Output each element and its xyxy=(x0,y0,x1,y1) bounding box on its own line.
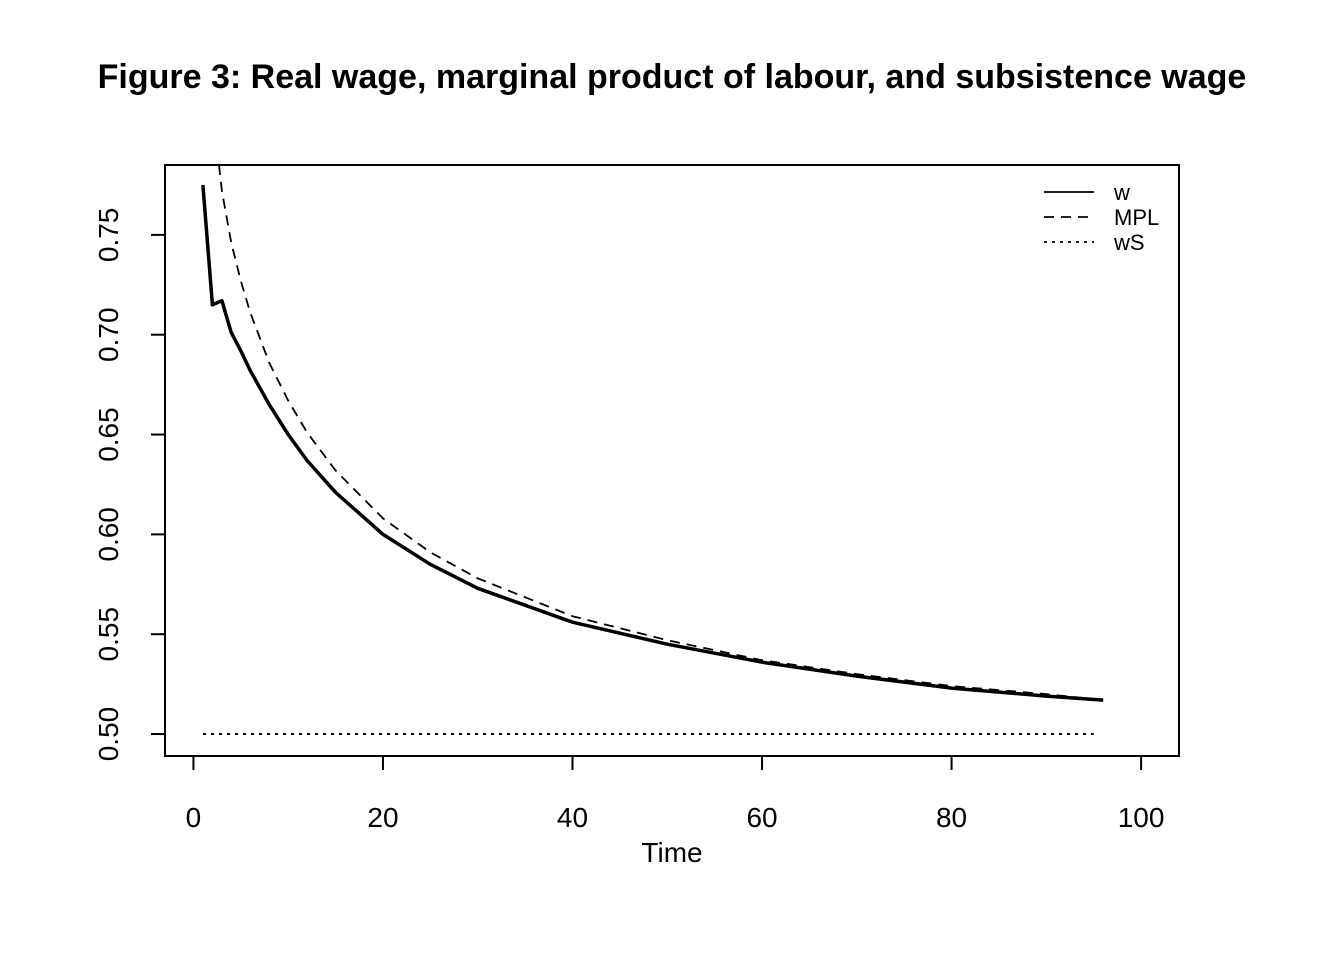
chart-title: Figure 3: Real wage, marginal product of… xyxy=(98,58,1247,96)
x-tick-label: 20 xyxy=(367,802,398,833)
x-axis: 0 20 40 60 80 100 xyxy=(186,755,1165,833)
y-tick-label: 0.75 xyxy=(93,208,124,263)
y-tick-label: 0.65 xyxy=(93,407,124,462)
y-tick-label: 0.55 xyxy=(93,607,124,662)
y-tick-label: 0.50 xyxy=(93,707,124,762)
x-tick-label: 60 xyxy=(746,802,777,833)
plot-area-border xyxy=(164,164,1180,757)
y-tick-label: 0.70 xyxy=(93,307,124,362)
series-mpl-line xyxy=(218,165,1104,701)
y-axis: 0.50 0.55 0.60 0.65 0.70 0.75 xyxy=(93,208,166,762)
legend-label-ws: wS xyxy=(1113,230,1145,255)
legend-label-mpl: MPL xyxy=(1114,205,1159,230)
x-tick-label: 100 xyxy=(1118,802,1165,833)
y-tick-label: 0.60 xyxy=(93,507,124,562)
legend-label-w: w xyxy=(1113,180,1130,205)
x-axis-label: Time xyxy=(641,837,702,868)
series-w-line xyxy=(201,184,1104,702)
series-layer xyxy=(201,165,1104,735)
x-tick-label: 80 xyxy=(936,802,967,833)
x-tick-label: 40 xyxy=(557,802,588,833)
x-tick-label: 0 xyxy=(186,802,202,833)
